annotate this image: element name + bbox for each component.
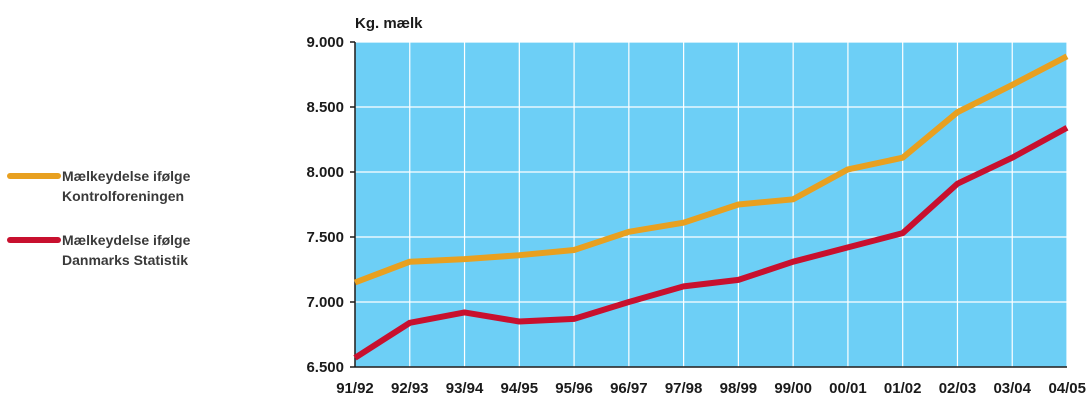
y-tick-label: 7.500 bbox=[306, 229, 344, 246]
x-tick-label: 02/03 bbox=[939, 380, 977, 397]
legend: Mælkeydelse ifølge Kontrolforeningen Mælke… bbox=[7, 168, 191, 268]
x-tick-label: 98/99 bbox=[720, 380, 758, 397]
legend-label: Mælkeydelse ifølge bbox=[62, 168, 191, 184]
legend-label: Kontrolforeningen bbox=[62, 188, 184, 204]
x-tick-label: 96/97 bbox=[610, 380, 648, 397]
x-tick-label: 01/02 bbox=[884, 380, 922, 397]
y-tick-label: 8.000 bbox=[306, 164, 344, 181]
grid-lines bbox=[354, 41, 1068, 368]
legend-label: Mælkeydelse ifølge bbox=[62, 232, 191, 248]
x-tick-label: 91/92 bbox=[336, 380, 374, 397]
x-tick-label: 04/05 bbox=[1048, 380, 1086, 397]
y-axis-label: Kg. mælk bbox=[355, 15, 423, 32]
y-tick-label: 7.000 bbox=[306, 294, 344, 311]
x-tick-label: 00/01 bbox=[829, 380, 867, 397]
axis-lines bbox=[350, 41, 1067, 368]
x-tick-label: 93/94 bbox=[446, 380, 484, 397]
x-tick-labels: 91/92 92/93 93/94 94/95 95/96 96/97 97/98 98/99… bbox=[336, 380, 1086, 397]
y-tick-label: 9.000 bbox=[306, 34, 344, 51]
x-tick-label: 92/93 bbox=[391, 380, 429, 397]
legend-label: Danmarks Statistik bbox=[62, 252, 188, 268]
y-tick-label: 8.500 bbox=[306, 99, 344, 116]
x-tick-label: 03/04 bbox=[993, 380, 1031, 397]
series-line-1 bbox=[353, 53, 1069, 286]
x-tick-label: 95/96 bbox=[555, 380, 593, 397]
series-lines bbox=[353, 53, 1069, 361]
x-tick-label: 99/00 bbox=[774, 380, 812, 397]
x-tick-label: 94/95 bbox=[501, 380, 539, 397]
y-tick-label: 6.500 bbox=[306, 359, 344, 376]
plot-area-background bbox=[355, 42, 1067, 367]
y-tick-labels: 6.500 7.000 7.500 8.000 8.500 9.000 bbox=[306, 34, 344, 376]
series-line-2 bbox=[353, 125, 1069, 361]
x-tick-label: 97/98 bbox=[665, 380, 703, 397]
